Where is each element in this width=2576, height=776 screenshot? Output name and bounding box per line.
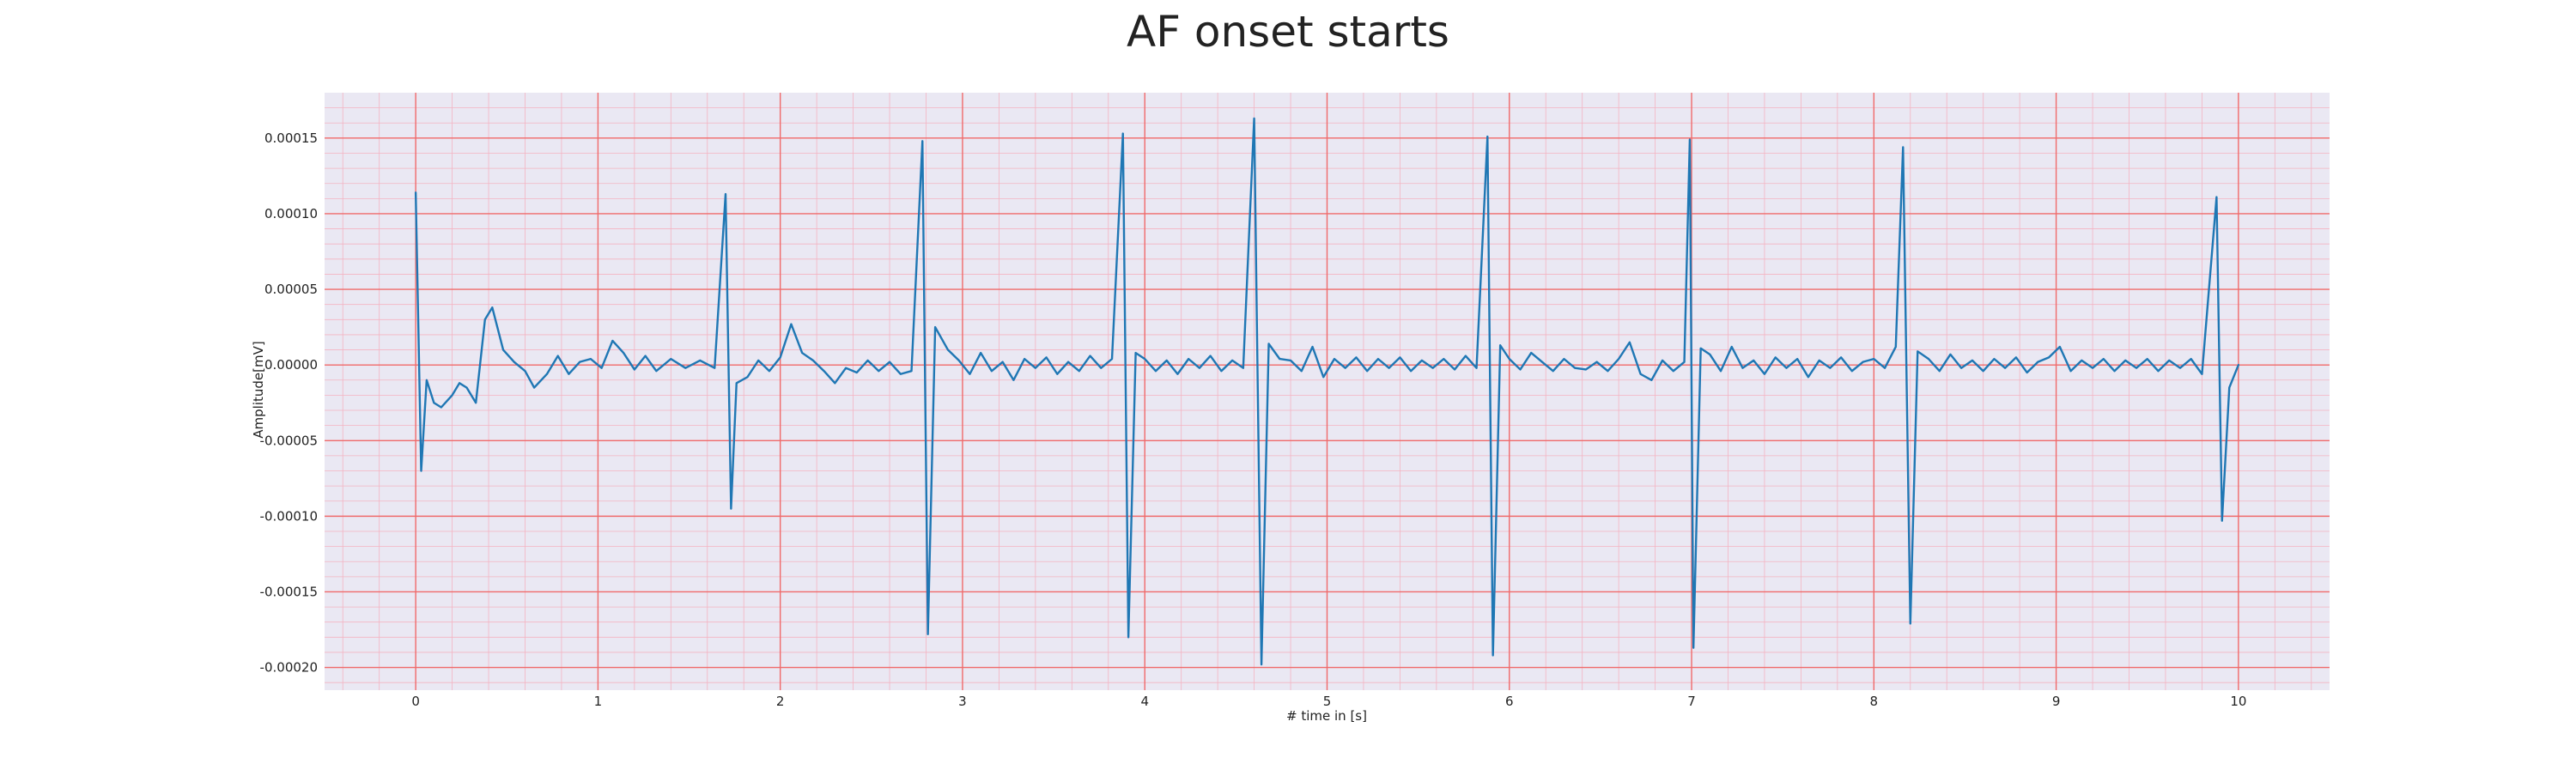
- y-axis-label: Amplitude[mV]: [251, 341, 266, 438]
- x-tick-label: 6: [1505, 694, 1514, 709]
- x-tick-label: 8: [1870, 694, 1879, 709]
- ecg-series-line: [414, 117, 2240, 666]
- y-tick-label: -0.00015: [260, 584, 318, 599]
- x-tick-label: 10: [2230, 694, 2246, 709]
- y-tick-label: 0.00010: [264, 206, 318, 221]
- y-tick-label: -0.00005: [260, 433, 318, 448]
- y-tick-label: -0.00010: [260, 508, 318, 524]
- chart-title: AF onset starts: [1127, 7, 1449, 57]
- y-tick-label: 0.00015: [264, 130, 318, 146]
- y-tick-label: 0.00000: [264, 357, 318, 373]
- x-axis-label: # time in [s]: [1286, 708, 1367, 724]
- x-tick-label: 9: [2052, 694, 2061, 709]
- x-tick-label: 0: [411, 694, 420, 709]
- y-tick-label: -0.00020: [260, 660, 318, 676]
- x-tick-label: 4: [1140, 694, 1149, 709]
- x-tick-label: 7: [1687, 694, 1696, 709]
- y-tick-label: 0.00005: [264, 282, 318, 297]
- x-tick-label: 5: [1323, 694, 1332, 709]
- x-tick-label: 2: [776, 694, 785, 709]
- x-tick-label: 1: [594, 694, 603, 709]
- x-tick-label: 3: [958, 694, 967, 709]
